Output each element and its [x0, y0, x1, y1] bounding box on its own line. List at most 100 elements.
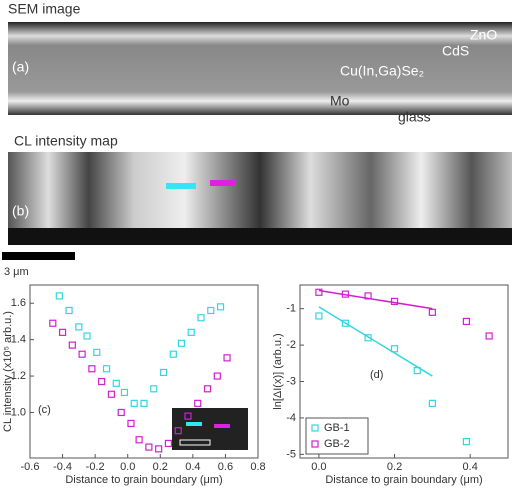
point [112, 379, 120, 387]
point [102, 365, 111, 373]
scale-bar [2, 252, 75, 260]
point [75, 323, 83, 331]
x-tick-label: -0.2 [86, 461, 105, 473]
point [203, 385, 212, 393]
point [341, 319, 349, 327]
y-tick-label: -4 [286, 412, 296, 424]
y-tick-label: 1.4 [11, 334, 26, 346]
point [117, 408, 125, 417]
point [213, 372, 221, 380]
point [130, 399, 138, 407]
sem-image [8, 22, 512, 115]
point [135, 436, 143, 444]
y-axis-label: CL intensity (x10⁵ arb.u.) [2, 311, 14, 432]
y-tick-label: -3 [286, 375, 296, 387]
point [177, 339, 186, 347]
legend-swatch [311, 440, 319, 448]
point [88, 365, 96, 373]
x-tick-label: 0.4 [463, 461, 478, 473]
point [78, 350, 86, 358]
y-axis-label: ln[ΔI(x)] (arb.u.) [272, 333, 284, 409]
point [140, 399, 148, 407]
point [93, 348, 101, 356]
layer-label: CdS [442, 43, 469, 59]
y-tick-label: 1.2 [11, 370, 26, 382]
y-tick-label: -1 [286, 303, 296, 315]
x-tick-label: 0.2 [387, 461, 402, 473]
point [98, 377, 106, 386]
point [145, 443, 153, 451]
point [68, 341, 76, 349]
point [315, 312, 323, 320]
x-tick-label: 0.0 [120, 461, 135, 473]
point [428, 308, 436, 316]
x-axis-label: Distance to grain boundary (μm) [65, 474, 222, 486]
marker [210, 180, 236, 186]
x-tick-label: 0.8 [250, 461, 265, 473]
plot-frame [29, 284, 259, 459]
marker [166, 183, 196, 189]
x-axis-label: Distance to grain boundary (μm) [325, 474, 482, 486]
x-tick-label: 0.6 [218, 461, 233, 473]
layer-label: Cu(In,Ga)Se₂ [340, 63, 424, 79]
point [49, 319, 57, 327]
point [485, 332, 493, 340]
cl-image-footer [8, 228, 512, 245]
legend-swatch [311, 424, 319, 432]
layer-label: ZnO [470, 27, 497, 43]
point [55, 292, 63, 300]
panel-label: (d) [370, 369, 383, 381]
panel-label: (a) [12, 59, 29, 75]
layer-label: Mo [330, 93, 350, 109]
legend-label: GB-1 [324, 422, 350, 434]
cl-title: CL intensity map [14, 133, 118, 149]
y-tick-label: -2 [286, 339, 296, 351]
point [184, 412, 192, 420]
point [428, 399, 436, 407]
panel-label: (b) [12, 203, 29, 219]
x-tick-label: 0.2 [153, 461, 168, 473]
point [127, 419, 135, 427]
point [120, 388, 129, 397]
point [155, 445, 163, 453]
point [315, 288, 323, 296]
point [390, 345, 399, 353]
scale-label: 3 μm [4, 266, 29, 278]
plot-frame [299, 284, 509, 459]
point [197, 314, 205, 322]
x-tick-label: -0.6 [21, 461, 40, 473]
fit-line [318, 306, 433, 377]
point [164, 439, 173, 448]
point [159, 368, 168, 377]
point [58, 328, 67, 336]
point [83, 332, 91, 340]
y-tick-label: -5 [286, 448, 296, 460]
point [216, 303, 225, 311]
x-tick-label: 0.0 [311, 461, 326, 473]
point [174, 427, 182, 435]
inset-marker [214, 424, 230, 428]
point [462, 438, 470, 446]
inset-scale [179, 439, 211, 446]
point [169, 350, 177, 358]
x-tick-label: 0.4 [185, 461, 200, 473]
point [65, 306, 73, 315]
x-tick-label: -0.4 [53, 461, 72, 473]
legend-box [305, 417, 369, 455]
point [462, 317, 470, 326]
panel-label: (c) [38, 404, 51, 416]
layer-label: glass [398, 109, 431, 125]
point [150, 385, 158, 393]
point [207, 306, 215, 315]
point [187, 328, 195, 336]
y-tick-label: 1.6 [11, 297, 26, 309]
legend-label: GB-2 [324, 438, 350, 450]
point [194, 399, 202, 407]
fit-line [318, 289, 433, 310]
sem-title: SEM image [8, 1, 81, 17]
point [223, 354, 231, 362]
y-tick-label: 1.0 [11, 406, 26, 418]
inset-marker [186, 422, 202, 426]
point [107, 390, 116, 398]
